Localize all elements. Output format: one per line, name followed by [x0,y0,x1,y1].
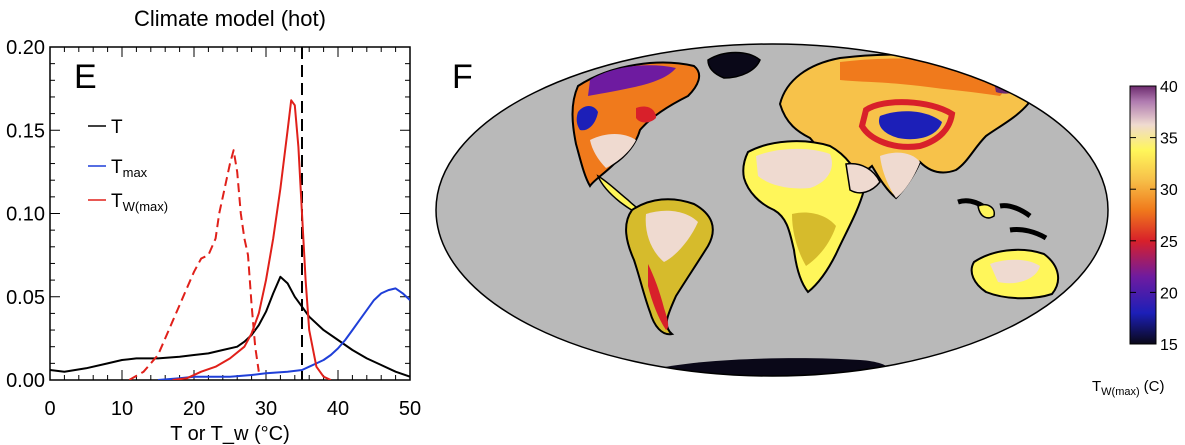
x-tick-label: 30 [255,398,277,420]
colorbar-tick-label: 35 [1160,131,1178,148]
panel-label-f: F [452,58,473,96]
colorbar-label: TW(max) (C) [1092,378,1165,398]
land-india [880,152,920,198]
x-tick-label: 0 [44,398,55,420]
legend-label-t-max-sub: max [123,165,148,180]
series-line-t-w-max [172,99,332,380]
land-far-east [992,70,1030,94]
colorbar-tick-label: 30 [1160,182,1178,199]
data-lines [50,47,410,380]
x-tick-label: 20 [183,398,205,420]
chart-title: Climate model (hot) [134,6,326,31]
x-tick-label: 40 [327,398,349,420]
land-tibet-red [858,99,956,150]
land-sahara [756,148,832,189]
land-borneo [977,204,996,219]
tick-labels: 0 10 20 30 40 50 0.00 0.05 0.10 0.15 0.20 [6,37,421,420]
series-line-t-max [157,287,410,380]
colorbar-tick-label: 15 [1160,337,1178,354]
legend-label-t: T [111,117,123,138]
land-arabia [845,162,881,194]
land-antarctica [650,358,891,376]
land-na-south [590,134,636,168]
colorbar-ticks: 15 20 25 30 35 40 [1130,79,1178,354]
y-tick-label: 0.10 [6,204,45,226]
colorbar-tick-label: 25 [1160,234,1178,251]
legend-label-t-main: T [111,117,123,138]
land-tibet-blue [878,111,942,140]
y-tick-label: 0.00 [6,370,45,392]
plot-frame [49,46,411,381]
x-tick-label: 50 [399,398,421,420]
land-na-west [576,106,598,131]
panel-f-world-map: F [435,43,1178,398]
colorbar-label-sub: W(max) [1101,386,1140,398]
colorbar-label-main: T [1092,378,1101,395]
series-line-dashed-3 [128,149,260,380]
legend-label-t-max: Tmax [111,157,148,180]
panel-label-e: E [74,58,97,96]
colorbar: 15 20 25 30 35 40 TW(max) (C) [1092,79,1178,398]
x-axis-label: T or T_w (°C) [170,423,290,445]
colorbar-fill [1129,85,1157,345]
map-land [571,51,1060,376]
land-central-africa [792,212,836,266]
land-sa-andes [648,264,669,330]
land-sa-interior [645,210,698,262]
legend-label-t-w-max: TW(max) [111,191,168,214]
x-tick-label: 10 [111,398,133,420]
y-tick-label: 0.20 [6,37,45,59]
land-australia-interior [990,259,1040,284]
legend: T Tmax TW(max) [88,117,168,214]
legend-label-t-w-max-sub: W(max) [123,199,169,214]
legend-label-t-w-max-main: T [111,191,123,212]
y-tick-label: 0.15 [6,120,45,142]
land-na-north [588,65,676,96]
land-na-east [636,106,656,123]
y-tick-label: 0.05 [6,287,45,309]
legend-label-t-max-main: T [111,157,123,178]
map-outline [435,43,1109,377]
colorbar-tick-label: 40 [1160,79,1178,96]
colorbar-tick-label: 20 [1160,285,1178,302]
land-greenland [707,51,761,79]
colorbar-label-unit: (C) [1144,378,1165,395]
panel-e-line-chart: Climate model (hot) E 0 10 20 30 40 50 0.00 0.0… [6,6,421,445]
